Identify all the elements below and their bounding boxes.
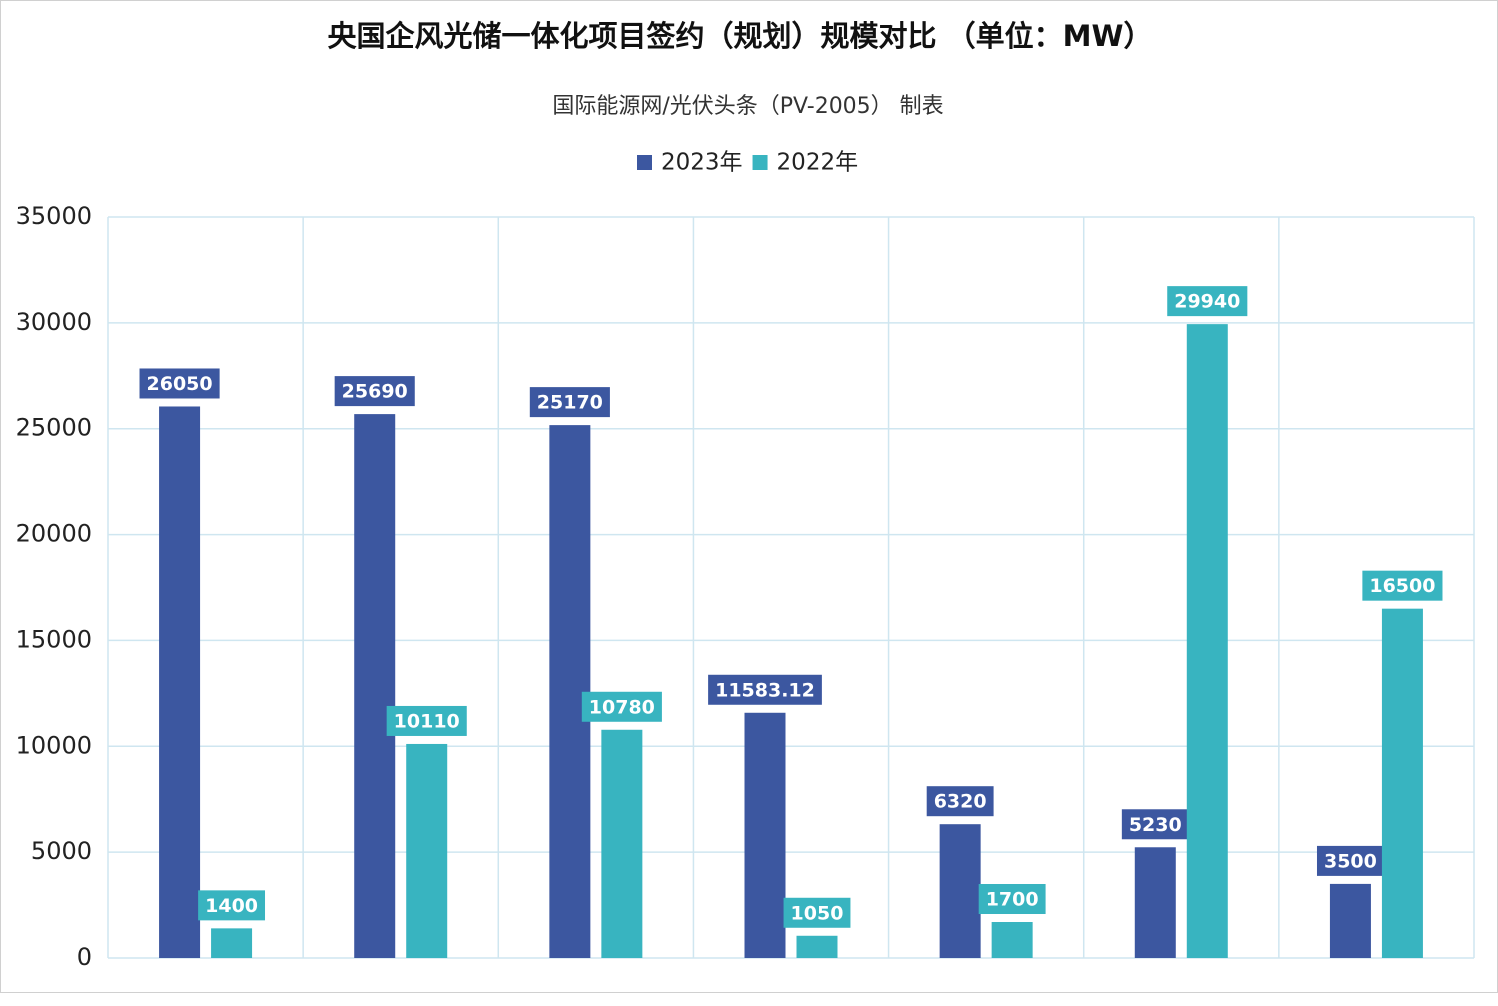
legend-swatch — [752, 155, 768, 170]
value-label-box — [139, 368, 220, 399]
value-label: 29940 — [1174, 291, 1240, 313]
bar — [601, 729, 643, 958]
chart-subtitle: 国际能源网/光伏头条（PV-2005） 制表 — [552, 94, 943, 119]
value-label: 25170 — [537, 392, 603, 414]
value-label: 11583.12 — [715, 679, 815, 701]
legend-label: 2023年 — [661, 150, 743, 176]
bar — [1329, 883, 1371, 958]
chart-title: 央国企风光储一体化项目签约（规划）规模对比 （单位：MW） — [328, 19, 1153, 53]
value-label: 25690 — [342, 381, 408, 403]
value-label-box — [1167, 286, 1248, 317]
value-label-box — [581, 691, 662, 722]
value-label: 5230 — [1129, 814, 1182, 836]
value-label-box — [978, 884, 1046, 915]
bar — [1134, 847, 1176, 958]
value-label: 1400 — [205, 895, 258, 917]
y-tick-label: 35000 — [16, 202, 92, 230]
bar — [159, 406, 201, 959]
value-label-box — [198, 890, 266, 921]
bar — [744, 712, 786, 958]
legend-label: 2022年 — [777, 150, 859, 176]
value-label: 26050 — [147, 373, 213, 395]
y-tick-label: 0 — [77, 943, 92, 971]
value-label: 16500 — [1369, 575, 1435, 597]
value-label: 1700 — [986, 889, 1039, 911]
bar — [211, 928, 253, 958]
value-label-box — [708, 674, 822, 705]
bar — [406, 743, 448, 958]
bar — [991, 922, 1033, 958]
y-tick-label: 20000 — [16, 520, 92, 548]
value-label-box — [926, 786, 994, 817]
y-tick-label: 5000 — [31, 837, 92, 865]
bar — [796, 935, 838, 958]
y-tick-label: 15000 — [16, 625, 92, 653]
value-label-box — [1121, 809, 1189, 840]
value-label-box — [1316, 845, 1384, 876]
legend-swatch — [637, 155, 652, 170]
y-tick-label: 10000 — [16, 731, 92, 759]
value-label: 1050 — [791, 902, 844, 924]
bar — [939, 824, 981, 958]
value-label-box — [529, 387, 610, 418]
y-tick-label: 30000 — [16, 308, 92, 336]
value-label: 6320 — [934, 791, 987, 813]
bar — [1381, 608, 1423, 958]
value-label-box — [783, 897, 851, 928]
value-label: 10110 — [394, 710, 460, 732]
value-label-box — [334, 376, 415, 407]
value-label-box — [1362, 570, 1443, 601]
value-label: 10780 — [589, 696, 655, 718]
bar — [1186, 324, 1228, 958]
y-tick-label: 25000 — [16, 414, 92, 442]
value-label: 3500 — [1324, 850, 1377, 872]
value-label-box — [386, 705, 467, 736]
bar — [549, 425, 591, 959]
bar — [354, 414, 396, 959]
